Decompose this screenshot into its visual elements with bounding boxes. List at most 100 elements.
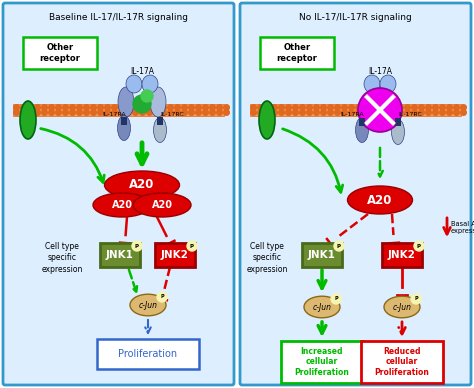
Circle shape (203, 110, 208, 115)
Circle shape (182, 110, 187, 115)
Text: A20: A20 (129, 178, 155, 192)
Bar (121, 117, 127, 125)
Circle shape (419, 110, 424, 115)
Circle shape (334, 241, 344, 251)
Circle shape (300, 105, 305, 110)
Circle shape (98, 105, 103, 110)
Circle shape (426, 110, 431, 115)
Ellipse shape (118, 87, 134, 117)
Circle shape (440, 110, 445, 115)
Circle shape (118, 110, 124, 115)
Circle shape (146, 110, 152, 115)
Text: Cell type
specific
expression: Cell type specific expression (246, 242, 288, 274)
Circle shape (251, 105, 256, 110)
Circle shape (56, 110, 61, 115)
Circle shape (349, 105, 354, 110)
Circle shape (258, 110, 263, 115)
FancyBboxPatch shape (23, 37, 97, 69)
Ellipse shape (380, 75, 396, 93)
Bar (359, 118, 365, 126)
Circle shape (363, 105, 368, 110)
Circle shape (328, 105, 333, 110)
Circle shape (42, 105, 47, 110)
Circle shape (300, 110, 305, 115)
Bar (395, 118, 401, 126)
Text: Proliferation: Proliferation (118, 349, 178, 359)
Text: P: P (190, 244, 194, 248)
Circle shape (264, 105, 270, 110)
Ellipse shape (104, 171, 180, 199)
Circle shape (77, 110, 82, 115)
Ellipse shape (356, 118, 368, 142)
Circle shape (414, 241, 424, 251)
Circle shape (196, 105, 201, 110)
Circle shape (349, 110, 354, 115)
Circle shape (314, 110, 319, 115)
Text: JNK1: JNK1 (106, 250, 134, 260)
Circle shape (84, 105, 89, 110)
Circle shape (27, 105, 33, 110)
Circle shape (187, 241, 197, 251)
Circle shape (398, 105, 403, 110)
Circle shape (258, 105, 263, 110)
Text: c-Jun: c-Jun (312, 303, 331, 312)
Ellipse shape (118, 116, 130, 140)
Text: Baseline IL-17/IL-17R signaling: Baseline IL-17/IL-17R signaling (49, 14, 188, 23)
Text: IL-17RC: IL-17RC (160, 113, 184, 118)
Circle shape (63, 110, 68, 115)
Circle shape (377, 110, 383, 115)
Circle shape (264, 110, 270, 115)
Circle shape (140, 105, 146, 110)
Circle shape (133, 95, 151, 113)
Circle shape (279, 110, 284, 115)
Ellipse shape (347, 186, 412, 214)
Circle shape (461, 110, 466, 115)
FancyBboxPatch shape (3, 3, 234, 385)
Circle shape (14, 105, 19, 110)
Circle shape (321, 105, 326, 110)
Circle shape (146, 105, 152, 110)
Circle shape (217, 105, 222, 110)
FancyBboxPatch shape (302, 243, 342, 267)
Text: JNK2: JNK2 (388, 250, 416, 260)
Circle shape (35, 105, 40, 110)
Circle shape (272, 110, 277, 115)
Text: P: P (135, 244, 139, 248)
Circle shape (370, 105, 375, 110)
Circle shape (331, 294, 341, 304)
Circle shape (307, 105, 312, 110)
Circle shape (126, 110, 131, 115)
Text: Cell type
specific
expression: Cell type specific expression (41, 242, 82, 274)
Text: Reduced
cellular
Proliferation: Reduced cellular Proliferation (374, 347, 429, 377)
Circle shape (224, 105, 229, 110)
Circle shape (175, 105, 180, 110)
Circle shape (405, 110, 410, 115)
Text: P: P (160, 294, 164, 300)
Bar (250, 104, 461, 116)
Circle shape (56, 105, 61, 110)
Text: Increased
cellular
Proliferation: Increased cellular Proliferation (294, 347, 349, 377)
Circle shape (132, 241, 142, 251)
Circle shape (383, 110, 389, 115)
Circle shape (447, 105, 452, 110)
Text: JNK1: JNK1 (308, 250, 336, 260)
Circle shape (279, 105, 284, 110)
Circle shape (105, 110, 110, 115)
Circle shape (398, 110, 403, 115)
Bar (157, 117, 163, 125)
Circle shape (112, 110, 117, 115)
Circle shape (335, 105, 340, 110)
Ellipse shape (154, 118, 166, 142)
Circle shape (251, 110, 256, 115)
Ellipse shape (364, 75, 380, 93)
Circle shape (182, 105, 187, 110)
Circle shape (126, 105, 131, 110)
Circle shape (84, 110, 89, 115)
Circle shape (356, 110, 361, 115)
Circle shape (224, 110, 229, 115)
Circle shape (105, 105, 110, 110)
Circle shape (98, 110, 103, 115)
Circle shape (203, 105, 208, 110)
Ellipse shape (126, 75, 142, 93)
Circle shape (210, 110, 215, 115)
